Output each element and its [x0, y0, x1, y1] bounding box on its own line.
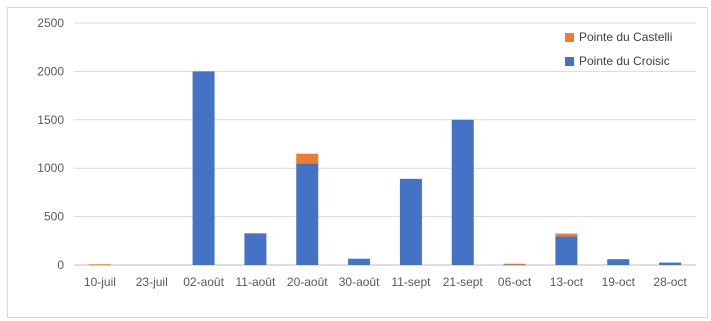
bar-croisic-5 [348, 258, 371, 265]
chart-border [7, 7, 708, 318]
x-tick-label-4: 20-août [287, 275, 328, 289]
x-tick-label-0: 10-juil [84, 275, 116, 289]
x-tick-label-2: 02-août [183, 275, 224, 289]
bar-croisic-4 [296, 163, 319, 265]
x-tick-label-10: 19-oct [602, 275, 636, 289]
bar-croisic-6 [399, 178, 422, 265]
y-tick-label-1500: 1500 [37, 113, 64, 127]
y-tick-label-500: 500 [44, 210, 64, 224]
x-tick-label-9: 13-oct [550, 275, 584, 289]
bar-castelli-9 [555, 233, 578, 237]
legend-swatch-1 [565, 57, 574, 66]
y-tick-label-0: 0 [57, 258, 64, 272]
bar-castelli-4 [296, 153, 319, 164]
y-tick-label-2500: 2500 [37, 16, 64, 30]
bar-croisic-3 [244, 234, 267, 265]
bar-croisic-2 [192, 71, 215, 266]
bar-croisic-11 [659, 262, 682, 265]
x-tick-label-11: 28-oct [653, 275, 687, 289]
bar-croisic-9 [555, 236, 578, 265]
bar-croisic-7 [451, 119, 474, 265]
legend-label-1: Pointe du Croisic [579, 54, 670, 68]
bar-castelli-0 [88, 264, 111, 266]
bar-castelli-8 [503, 263, 526, 265]
bar-castelli-3 [244, 233, 267, 235]
bar-croisic-10 [607, 259, 630, 265]
legend-label-0: Pointe du Castelli [579, 30, 672, 44]
x-tick-label-1: 23-juil [136, 275, 168, 289]
legend-swatch-0 [565, 33, 574, 42]
x-tick-label-5: 30-août [339, 275, 380, 289]
x-tick-label-8: 06-oct [498, 275, 532, 289]
x-tick-label-6: 11-sept [391, 275, 431, 289]
y-tick-label-1000: 1000 [37, 161, 64, 175]
y-tick-label-2000: 2000 [37, 64, 64, 78]
x-tick-label-7: 21-sept [443, 275, 484, 289]
x-tick-label-3: 11-août [236, 275, 276, 289]
